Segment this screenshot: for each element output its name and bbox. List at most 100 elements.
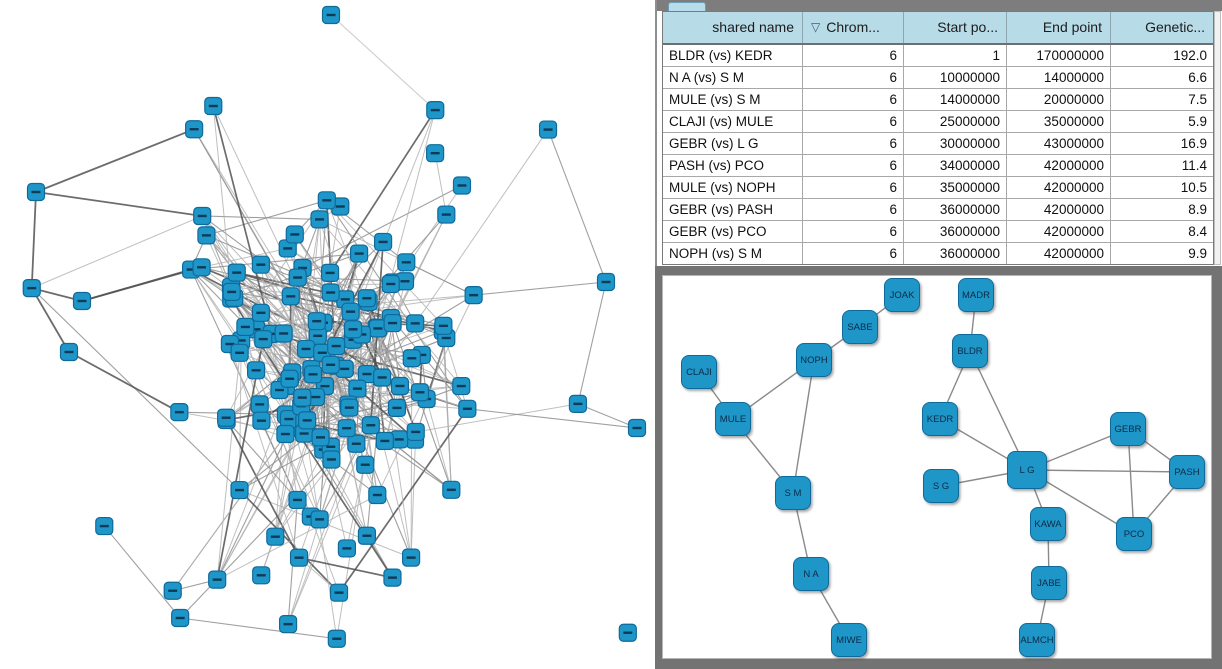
network-node[interactable] <box>310 210 329 229</box>
network-node[interactable] <box>22 279 41 298</box>
network-edge[interactable] <box>303 421 338 639</box>
network-node[interactable] <box>321 355 340 374</box>
network-edge[interactable] <box>231 292 331 299</box>
network-edge[interactable] <box>298 388 358 558</box>
network-edge[interactable] <box>301 385 462 407</box>
table-cell[interactable]: BLDR (vs) KEDR <box>663 45 803 66</box>
network-node[interactable] <box>281 287 300 306</box>
network-edge[interactable] <box>307 398 427 421</box>
network-edge[interactable] <box>473 281 607 296</box>
network-node[interactable] <box>230 343 249 362</box>
network-node[interactable] <box>434 316 453 335</box>
network-node[interactable] <box>437 205 456 224</box>
network-node[interactable] <box>341 302 360 321</box>
network-edge[interactable] <box>179 459 332 619</box>
network-node[interactable] <box>197 226 216 245</box>
network-node[interactable] <box>402 349 421 368</box>
table-row[interactable]: GEBR (vs) L G 6 30000000 43000000 16.9 <box>663 133 1213 155</box>
table-cell[interactable]: MULE (vs) NOPH <box>663 177 803 198</box>
network-edge[interactable] <box>414 337 447 440</box>
network-edge[interactable] <box>35 191 203 217</box>
network-node[interactable] <box>397 253 416 272</box>
network-edge[interactable] <box>202 215 320 220</box>
network-node[interactable] <box>464 286 483 305</box>
table-row[interactable]: CLAJI (vs) MULE 6 25000000 35000000 5.9 <box>663 111 1213 133</box>
table-cell[interactable]: 25000000 <box>904 111 1007 132</box>
column-header-shared-name[interactable]: shared name <box>663 12 803 43</box>
network-node[interactable] <box>170 403 189 422</box>
network-node[interactable] <box>222 282 241 301</box>
network-edge[interactable] <box>206 199 327 236</box>
network-edge[interactable] <box>547 129 607 283</box>
table-cell[interactable]: 5.9 <box>1188 114 1207 129</box>
network-node[interactable] <box>236 317 255 337</box>
network-edge[interactable] <box>226 419 298 501</box>
network-node[interactable] <box>375 431 394 451</box>
network-node[interactable] <box>337 419 356 438</box>
network-node[interactable] <box>402 548 421 567</box>
network-node[interactable] <box>337 539 357 558</box>
network-node[interactable] <box>95 516 114 536</box>
network-node[interactable] <box>381 274 400 294</box>
table-cell[interactable]: 8.4 <box>1188 224 1207 239</box>
table-cell[interactable]: 10.5 <box>1180 180 1207 195</box>
network-node[interactable] <box>285 225 304 244</box>
table-cell[interactable]: 6 <box>803 67 904 88</box>
column-header-end-point[interactable]: End point <box>1007 12 1111 43</box>
network-node[interactable] <box>310 510 329 529</box>
network-edge[interactable] <box>406 261 474 296</box>
table-cell[interactable]: CLAJI (vs) MULE <box>663 111 803 132</box>
network-node-claji[interactable]: CLAJI <box>681 355 717 389</box>
network-node[interactable] <box>163 581 182 600</box>
network-node[interactable] <box>247 361 266 380</box>
network-node[interactable] <box>327 336 346 356</box>
network-node[interactable] <box>276 424 295 444</box>
network-edge[interactable] <box>326 199 468 410</box>
network-edge[interactable] <box>377 328 401 387</box>
network-edge[interactable] <box>410 431 417 558</box>
network-node[interactable] <box>406 422 425 442</box>
network-node[interactable] <box>26 182 46 202</box>
network-edge[interactable] <box>329 109 436 274</box>
network-edge[interactable] <box>30 191 37 289</box>
network-node[interactable] <box>387 398 407 418</box>
network-edge[interactable] <box>298 556 393 579</box>
network-edge[interactable] <box>193 128 323 354</box>
network-edge[interactable] <box>467 408 638 429</box>
table-cell[interactable]: 170000000 <box>1007 45 1111 66</box>
table-row[interactable]: PASH (vs) PCO 6 34000000 42000000 11.4 <box>663 155 1213 177</box>
table-cell[interactable]: 6.6 <box>1188 70 1207 85</box>
network-node[interactable] <box>343 320 363 339</box>
network-edge[interactable] <box>288 418 394 579</box>
table-row[interactable]: NOPH (vs) S M 6 36000000 42000000 9.9 <box>663 243 1213 264</box>
network-node[interactable] <box>254 329 273 349</box>
network-node[interactable] <box>266 527 285 546</box>
network-node[interactable] <box>227 263 246 282</box>
table-tab[interactable] <box>668 2 706 11</box>
network-edge[interactable] <box>577 403 638 429</box>
network-node-madr[interactable]: MADR <box>958 278 994 312</box>
network-edge[interactable] <box>294 234 332 293</box>
network-edge[interactable] <box>344 330 444 370</box>
network-edge[interactable] <box>191 253 360 271</box>
network-node[interactable] <box>322 450 341 469</box>
table-cell[interactable]: 34000000 <box>904 155 1007 176</box>
table-cell[interactable]: 35000000 <box>904 177 1007 198</box>
network-edge[interactable] <box>35 128 195 193</box>
network-node[interactable] <box>192 258 211 277</box>
network-node[interactable] <box>350 244 369 263</box>
network-node[interactable] <box>251 255 270 274</box>
table-row[interactable]: MULE (vs) NOPH 6 35000000 42000000 10.5 <box>663 177 1213 199</box>
table-cell[interactable]: 6 <box>803 243 904 264</box>
network-edge[interactable] <box>216 340 242 580</box>
network-edge[interactable] <box>68 351 180 413</box>
network-node[interactable] <box>303 365 323 384</box>
network-edge[interactable] <box>302 185 463 269</box>
table-cell[interactable]: 36000000 <box>904 199 1007 220</box>
network-node[interactable] <box>406 314 425 333</box>
network-edge[interactable] <box>212 105 232 287</box>
network-node[interactable] <box>321 283 340 302</box>
table-cell[interactable]: 36000000 <box>904 243 1007 264</box>
network-node-kawa[interactable]: KAWA <box>1030 507 1066 541</box>
network-edge[interactable] <box>792 359 815 494</box>
